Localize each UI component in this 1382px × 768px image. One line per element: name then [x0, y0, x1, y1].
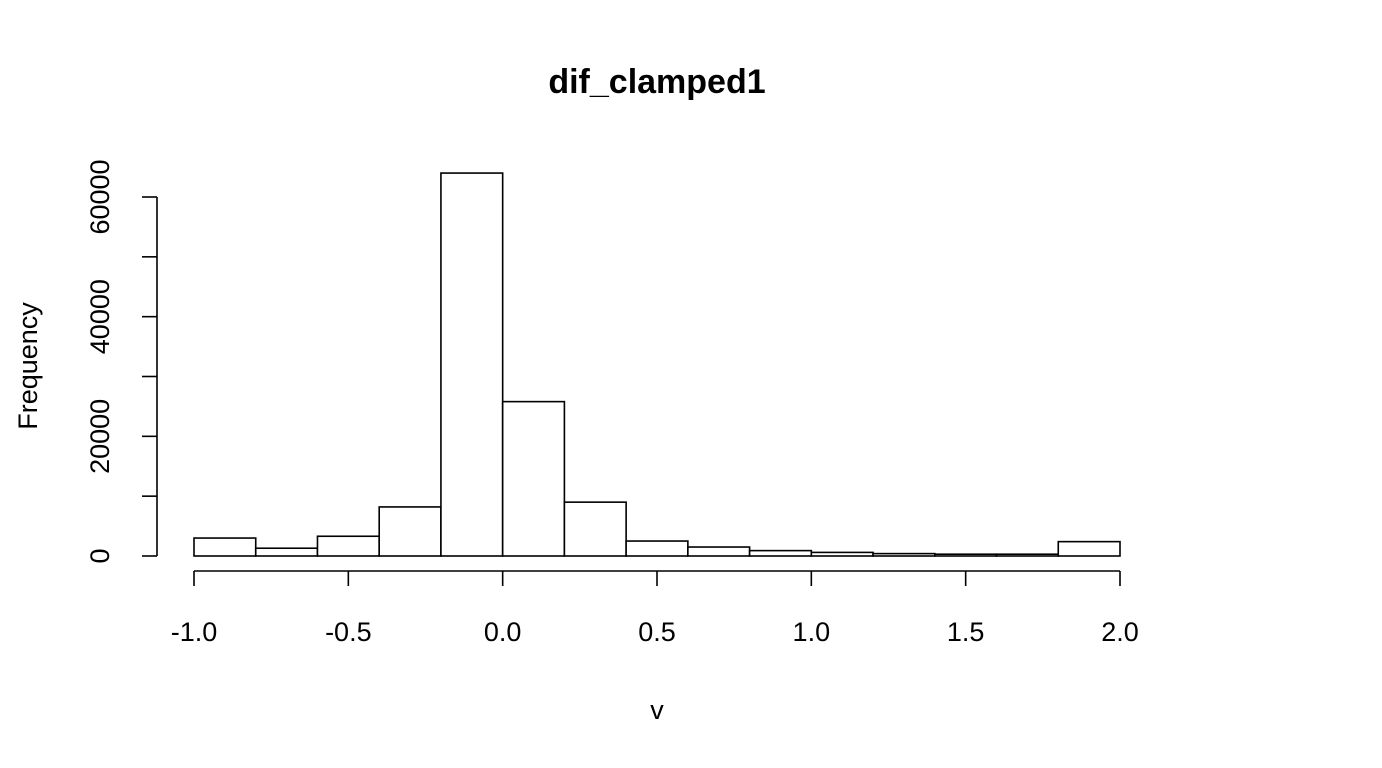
x-tick-label: 0.5: [638, 617, 676, 647]
y-tick-label: 20000: [85, 399, 115, 474]
x-axis: -1.0 -0.5 0.0 0.5 1.0 1.5 2.0: [171, 570, 1139, 647]
histogram-bar: [501, 400, 566, 557]
y-axis-label: Frequency: [13, 302, 43, 430]
y-tick-label: 60000: [85, 159, 115, 234]
histogram-bar: [193, 537, 257, 557]
y-tick-label: 0: [85, 548, 115, 563]
histogram-bar: [995, 553, 1060, 557]
bars-layer: [193, 172, 1121, 557]
histogram-bar: [872, 552, 936, 557]
histogram-bar: [687, 546, 751, 557]
x-tick-label: 1.0: [793, 617, 831, 647]
histogram-bar: [625, 540, 689, 557]
histogram-bar: [810, 551, 874, 557]
x-tick-label: 1.5: [947, 617, 985, 647]
x-axis-label: v: [650, 695, 664, 725]
histogram-bar: [1057, 540, 1121, 557]
y-axis: 0 20000 40000 60000: [85, 159, 158, 564]
histogram-bar: [933, 553, 998, 557]
y-tick-label: 40000: [85, 279, 115, 354]
histogram-bar: [378, 506, 442, 557]
x-tick-label: -0.5: [325, 617, 372, 647]
x-tick-label: -1.0: [171, 617, 218, 647]
histogram-bar: [748, 549, 813, 557]
histogram-bar: [440, 172, 504, 557]
chart-title: dif_clamped1: [548, 63, 765, 101]
histogram-bar: [563, 501, 627, 557]
histogram-bar: [254, 547, 319, 557]
histogram-bar: [316, 535, 381, 557]
x-tick-label: 2.0: [1101, 617, 1139, 647]
x-tick-label: 0.0: [484, 617, 522, 647]
